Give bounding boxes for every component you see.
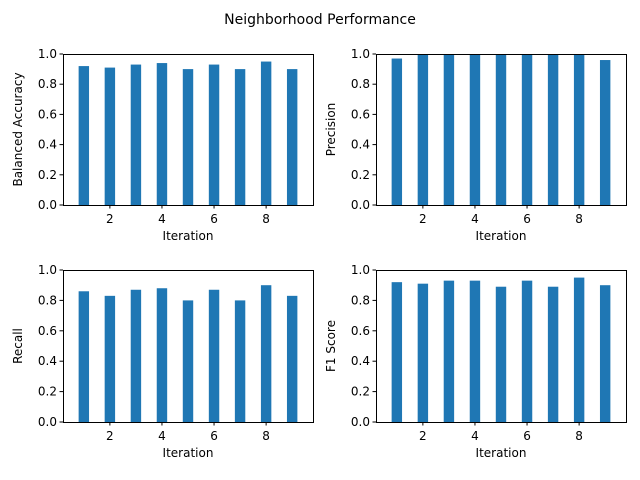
x-axis-label: Iteration (476, 229, 527, 243)
y-tick-label: 0.6 (38, 107, 57, 121)
bar (417, 283, 429, 422)
bar (182, 69, 194, 205)
x-tick-label: 4 (158, 429, 166, 443)
bar (156, 288, 168, 422)
y-tick-label: 0.6 (38, 324, 57, 338)
x-tick-label: 2 (106, 212, 114, 226)
y-tick-label: 0.8 (38, 293, 57, 307)
bar (573, 54, 585, 205)
bar (443, 280, 455, 422)
bar (521, 54, 533, 205)
subplot-1: 0.0 0.2 0.4 0.6 0.8 1.0 2 4 6 8 Iteration Balanced … (11, 47, 314, 243)
y-tick-label: 0.0 (351, 415, 370, 429)
y-tick-label: 1.0 (351, 263, 370, 277)
x-tick-label: 6 (523, 429, 531, 443)
y-tick-label: 0.2 (38, 168, 57, 182)
y-tick-label: 0.4 (351, 138, 370, 152)
subplot-2: 0.0 0.2 0.4 0.6 0.8 1.0 2 4 6 8 Iteration Precision (324, 47, 627, 243)
bar (286, 295, 298, 422)
bar (599, 60, 611, 205)
y-tick-label: 0.2 (351, 385, 370, 399)
y-tick-label: 0.0 (38, 198, 57, 212)
bar (104, 67, 116, 205)
y-tick-label: 0.6 (351, 107, 370, 121)
axes-frame (376, 54, 627, 206)
axes-frame (63, 54, 314, 206)
y-tick-label: 1.0 (38, 263, 57, 277)
x-tick-label: 2 (419, 429, 427, 443)
x-tick-label: 6 (210, 212, 218, 226)
bar (547, 54, 559, 205)
y-axis-label: Precision (324, 103, 338, 157)
bar (208, 64, 220, 205)
x-tick-label: 2 (419, 212, 427, 226)
y-axis-label: Recall (11, 328, 25, 364)
subplot-grid: 0.0 0.2 0.4 0.6 0.8 1.0 2 4 6 8 Iteration Balanced … (11, 47, 627, 460)
x-tick-label: 8 (262, 212, 270, 226)
axes-frame (63, 270, 314, 423)
y-tick-label: 0.8 (38, 77, 57, 91)
y-tick-label: 0.4 (351, 354, 370, 368)
bar (130, 289, 142, 422)
bar (417, 54, 429, 205)
x-tick-label: 6 (210, 429, 218, 443)
bar (391, 282, 403, 422)
bar (391, 58, 403, 205)
bar (469, 280, 481, 422)
bar (443, 54, 455, 205)
bar (495, 286, 507, 422)
bar (573, 277, 585, 422)
bar (599, 285, 611, 422)
x-tick-label: 4 (471, 429, 479, 443)
x-tick-label: 2 (106, 429, 114, 443)
bar (78, 66, 90, 205)
y-tick-label: 0.0 (38, 415, 57, 429)
x-tick-label: 6 (523, 212, 531, 226)
x-tick-label: 8 (575, 429, 583, 443)
axes-frame (376, 270, 627, 423)
y-axis-label: Balanced Accuracy (11, 72, 25, 186)
bar (260, 285, 272, 422)
bar (260, 61, 272, 205)
x-tick-label: 4 (471, 212, 479, 226)
y-tick-label: 0.0 (351, 198, 370, 212)
subplot-4: 0.0 0.2 0.4 0.6 0.8 1.0 2 4 6 8 Iteration F1 Score (324, 263, 627, 460)
x-tick-label: 8 (575, 212, 583, 226)
x-tick-label: 8 (262, 429, 270, 443)
y-tick-label: 0.8 (351, 77, 370, 91)
bar (469, 54, 481, 205)
bar (286, 69, 298, 205)
bar (156, 63, 168, 206)
bar (208, 289, 220, 422)
y-tick-label: 0.4 (38, 354, 57, 368)
x-axis-label: Iteration (476, 446, 527, 460)
bar (521, 280, 533, 422)
subplot-3: 0.0 0.2 0.4 0.6 0.8 1.0 2 4 6 8 Iteration Recall (11, 263, 314, 460)
x-axis-label: Iteration (163, 446, 214, 460)
y-tick-label: 0.6 (351, 324, 370, 338)
bar (234, 69, 246, 205)
bar (182, 300, 194, 422)
bar (234, 300, 246, 422)
y-tick-label: 1.0 (351, 47, 370, 61)
y-tick-label: 0.2 (38, 385, 57, 399)
bar (78, 291, 90, 422)
x-axis-label: Iteration (163, 229, 214, 243)
bar (104, 295, 116, 422)
bar (547, 286, 559, 422)
y-axis-label: F1 Score (324, 320, 338, 372)
y-tick-label: 0.4 (38, 138, 57, 152)
figure-title: Neighborhood Performance (224, 12, 416, 28)
y-tick-label: 0.8 (351, 293, 370, 307)
bar (130, 64, 142, 205)
y-tick-label: 1.0 (38, 47, 57, 61)
x-tick-label: 4 (158, 212, 166, 226)
y-tick-label: 0.2 (351, 168, 370, 182)
bar (495, 54, 507, 205)
